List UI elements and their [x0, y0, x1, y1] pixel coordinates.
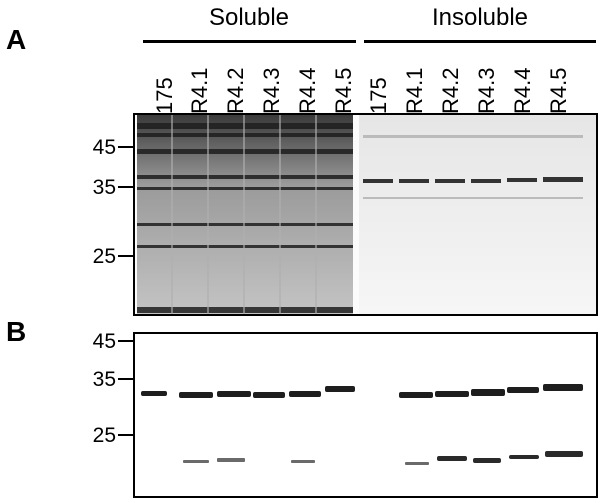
marker-a-25: 25: [92, 245, 116, 268]
marker-a-35: 35: [92, 176, 116, 199]
lane-label-9: R4.2: [438, 67, 463, 114]
marker-b-35: 35: [92, 368, 116, 391]
lane-label-7: 175: [366, 77, 391, 114]
lane-label-1: 175: [152, 77, 177, 114]
lane-label-6: R4.5: [331, 67, 356, 114]
lane-label-10: R4.3: [474, 67, 499, 114]
panel-b-label: B: [6, 316, 27, 347]
soluble-group-line: [143, 40, 356, 43]
gel-b-image: [135, 334, 596, 496]
marker-b-25: 25: [92, 424, 116, 447]
lane-label-2: R4.1: [187, 67, 212, 114]
gel-panel-b: [133, 332, 598, 498]
marker-a-25-tick: [118, 255, 134, 257]
marker-a-45: 45: [92, 136, 116, 159]
lane-label-3: R4.2: [223, 67, 248, 114]
marker-b-45: 45: [92, 330, 116, 353]
panel-a-label: A: [6, 24, 27, 55]
marker-b-35-tick: [118, 378, 134, 380]
marker-a-45-tick: [118, 146, 134, 148]
insoluble-group-label: Insoluble: [431, 4, 529, 31]
lane-label-12: R4.5: [546, 67, 571, 114]
marker-b-45-tick: [118, 340, 134, 342]
marker-b-25-tick: [118, 434, 134, 436]
gel-panel-a: [133, 113, 598, 316]
marker-a-35-tick: [118, 186, 134, 188]
insoluble-group-line: [364, 40, 596, 43]
lane-label-5: R4.4: [295, 67, 320, 114]
gel-a-image: [135, 115, 596, 314]
soluble-group-label: Soluble: [208, 4, 290, 31]
lane-label-11: R4.4: [510, 67, 535, 114]
lane-label-8: R4.1: [402, 67, 427, 114]
lane-label-4: R4.3: [259, 67, 284, 114]
